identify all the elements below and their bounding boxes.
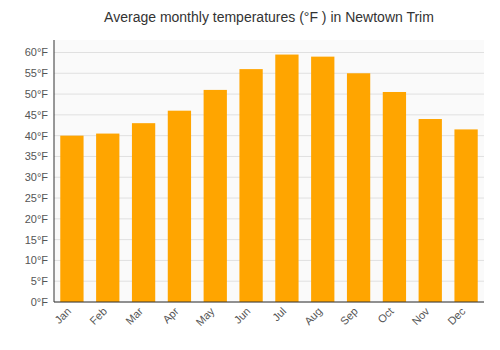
x-tick-label: Aug (302, 305, 324, 327)
bar (168, 111, 191, 302)
grid-line (54, 94, 484, 95)
y-tick-label: 10°F (25, 254, 49, 266)
bar (204, 90, 227, 302)
grid-line (54, 73, 484, 74)
x-tick-label: Apr (160, 305, 181, 326)
y-tick-label: 45°F (25, 109, 49, 121)
grid (54, 52, 484, 302)
bar (239, 69, 262, 302)
x-tick-label: Sep (338, 305, 360, 327)
bar (132, 123, 155, 302)
x-tick-label: Jan (52, 305, 73, 326)
y-tick-label: 20°F (25, 213, 49, 225)
plot-background (54, 40, 484, 302)
y-tick-label: 50°F (25, 88, 49, 100)
y-tick-label: 55°F (25, 67, 49, 79)
x-tick-label: Jul (270, 305, 288, 323)
x-tick-label: Oct (375, 305, 396, 326)
bar (419, 119, 442, 302)
grid-line (54, 52, 484, 53)
y-tick-label: 35°F (25, 150, 49, 162)
x-tick-label: Feb (87, 305, 109, 327)
y-tick-label: 0°F (31, 296, 49, 308)
x-tick-label: May (193, 305, 217, 329)
bars (60, 55, 477, 302)
x-tick-label: Dec (445, 305, 468, 328)
y-tick-label: 40°F (25, 130, 49, 142)
grid-line (54, 302, 484, 303)
bar (347, 73, 370, 302)
x-axis-line (54, 302, 484, 303)
x-tick-label: Jun (231, 305, 252, 326)
bar (96, 134, 119, 302)
bar (383, 92, 406, 302)
y-tick-label: 60°F (25, 46, 49, 58)
x-tick-label: Nov (409, 305, 432, 328)
chart-container: Average monthly temperatures (°F ) in Ne… (0, 0, 500, 350)
y-tick-label: 30°F (25, 171, 49, 183)
y-tick-label: 15°F (25, 234, 49, 246)
grid-line (54, 114, 484, 115)
chart: Average monthly temperatures (°F ) in Ne… (0, 0, 500, 350)
x-tick-label: Mar (123, 305, 145, 327)
bar (275, 55, 298, 302)
y-axis-line (54, 40, 55, 302)
y-tick-label: 25°F (25, 192, 49, 204)
y-tick-label: 5°F (31, 275, 49, 287)
title: Average monthly temperatures (°F ) in Ne… (104, 9, 434, 25)
bar (60, 136, 83, 302)
bar (311, 57, 334, 302)
bar (454, 129, 477, 302)
